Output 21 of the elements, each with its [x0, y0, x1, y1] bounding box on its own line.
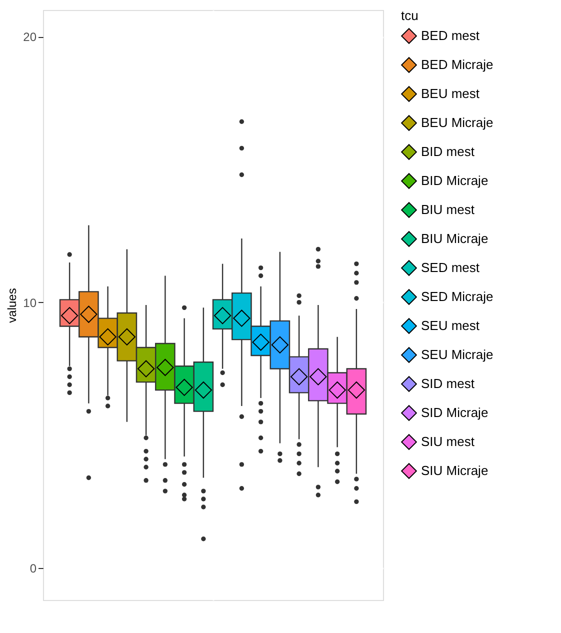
legend-title: tcu	[401, 8, 418, 23]
legend-label: SEU Micraje	[421, 347, 494, 362]
y-tick-label: 10	[23, 296, 37, 310]
y-tick-label: 20	[23, 30, 37, 44]
y-tick-label: 0	[30, 562, 37, 576]
legend-label: SIU Micraje	[421, 463, 488, 478]
legend-label: BID mest	[421, 144, 475, 159]
legend-label: SIU mest	[421, 434, 475, 449]
legend-label: BIU Micraje	[421, 231, 488, 246]
legend-label: SEU mest	[421, 318, 480, 333]
y-axis-title: values	[5, 288, 20, 323]
legend-label: SED mest	[421, 260, 480, 275]
legend-label: SED Micraje	[421, 289, 494, 304]
legend-label: SID Micraje	[421, 405, 488, 420]
legend-label: BEU Micraje	[421, 115, 494, 130]
legend-label: BIU mest	[421, 202, 475, 217]
legend-label: BED mest	[421, 28, 480, 43]
legend-label: BEU mest	[421, 86, 480, 101]
legend-label: SID mest	[421, 376, 475, 391]
legend-label: BED Micraje	[421, 57, 494, 72]
legend-label: BID Micraje	[421, 173, 488, 188]
